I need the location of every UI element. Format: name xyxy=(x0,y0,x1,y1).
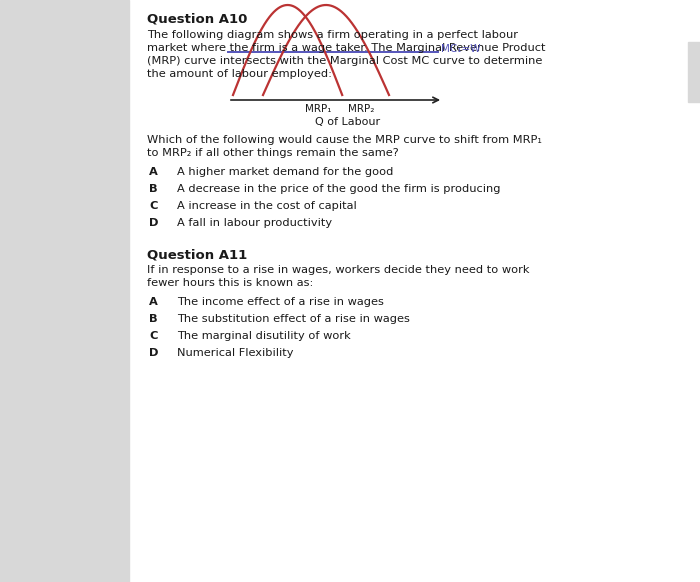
Text: C: C xyxy=(149,331,158,341)
Text: D: D xyxy=(149,348,158,358)
Text: The income effect of a rise in wages: The income effect of a rise in wages xyxy=(177,297,384,307)
Text: to MRP₂ if all other things remain the same?: to MRP₂ if all other things remain the s… xyxy=(147,148,399,158)
Text: MC₁=W: MC₁=W xyxy=(441,44,480,54)
Text: (MRP) curve intersects with the Marginal Cost MC curve to determine: (MRP) curve intersects with the Marginal… xyxy=(147,56,542,66)
Text: D: D xyxy=(149,218,158,228)
Text: MRP₁: MRP₁ xyxy=(305,104,331,114)
Text: The marginal disutility of work: The marginal disutility of work xyxy=(177,331,351,341)
Text: A higher market demand for the good: A higher market demand for the good xyxy=(177,167,393,177)
Text: MRP₂: MRP₂ xyxy=(348,104,374,114)
Text: B: B xyxy=(149,314,158,324)
Text: Question A10: Question A10 xyxy=(147,12,247,25)
Text: C: C xyxy=(149,201,158,211)
Text: Question A11: Question A11 xyxy=(147,249,247,262)
Text: fewer hours this is known as:: fewer hours this is known as: xyxy=(147,278,314,288)
Bar xyxy=(688,42,700,102)
Text: Q of Labour: Q of Labour xyxy=(316,117,381,127)
Text: A fall in labour productivity: A fall in labour productivity xyxy=(177,218,332,228)
Text: Which of the following would cause the MRP curve to shift from MRP₁: Which of the following would cause the M… xyxy=(147,135,542,145)
Text: The substitution effect of a rise in wages: The substitution effect of a rise in wag… xyxy=(177,314,410,324)
Text: Numerical Flexibility: Numerical Flexibility xyxy=(177,348,293,358)
Text: the amount of labour employed:: the amount of labour employed: xyxy=(147,69,332,79)
Text: A decrease in the price of the good the firm is producing: A decrease in the price of the good the … xyxy=(177,184,500,194)
Text: A: A xyxy=(149,167,158,177)
Text: The following diagram shows a firm operating in a perfect labour: The following diagram shows a firm opera… xyxy=(147,30,518,40)
Text: A increase in the cost of capital: A increase in the cost of capital xyxy=(177,201,357,211)
Text: B: B xyxy=(149,184,158,194)
Text: If in response to a rise in wages, workers decide they need to work: If in response to a rise in wages, worke… xyxy=(147,265,529,275)
Text: A: A xyxy=(149,297,158,307)
Bar xyxy=(0,0,129,582)
Text: market where the firm is a wage taker. The Marginal Revenue Product: market where the firm is a wage taker. T… xyxy=(147,43,545,53)
